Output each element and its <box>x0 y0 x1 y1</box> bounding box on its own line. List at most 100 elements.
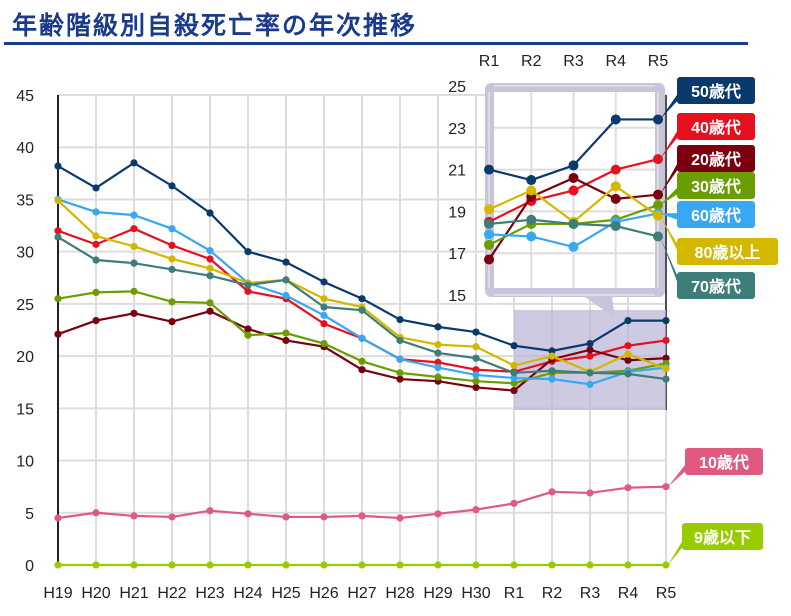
y-tick-label: 35 <box>16 192 34 209</box>
data-point <box>510 386 518 395</box>
data-point <box>653 189 663 200</box>
data-point <box>434 358 442 366</box>
data-point <box>320 295 328 303</box>
data-point <box>206 247 214 255</box>
data-point <box>206 507 214 515</box>
data-point <box>510 561 518 569</box>
data-point <box>206 561 214 569</box>
inset-x-tick-label: R2 <box>521 53 542 70</box>
data-point <box>168 241 176 249</box>
data-point <box>168 255 176 263</box>
data-point <box>484 204 494 215</box>
data-point <box>510 374 518 382</box>
data-point <box>396 561 404 569</box>
x-tick-label: H20 <box>81 585 110 602</box>
inset-y-tick-label: 23 <box>448 121 466 138</box>
data-point <box>282 513 290 521</box>
data-point <box>548 561 556 569</box>
inset-x-tick-label: R5 <box>648 53 669 70</box>
label-box <box>677 113 755 140</box>
data-point <box>244 561 252 569</box>
y-tick-label: 10 <box>16 454 34 471</box>
data-point <box>624 350 632 358</box>
y-tick-label: 25 <box>16 297 34 314</box>
data-point <box>568 172 579 183</box>
data-point <box>548 352 556 360</box>
data-point <box>244 510 252 518</box>
data-point <box>662 375 670 383</box>
data-point <box>244 325 252 333</box>
x-tick-label: H27 <box>347 585 376 602</box>
data-point <box>610 181 621 192</box>
data-point <box>610 114 621 125</box>
data-point <box>168 298 176 306</box>
data-point <box>320 320 328 328</box>
data-point <box>92 240 100 248</box>
inset-y-tick-label: 17 <box>448 246 466 263</box>
inset-x-tick-label: R4 <box>606 53 627 70</box>
data-point <box>653 154 663 165</box>
series-name: 80歳以上 <box>695 243 761 262</box>
data-point <box>653 210 663 221</box>
data-point <box>320 339 328 348</box>
data-point <box>206 272 214 280</box>
data-point <box>396 514 404 522</box>
data-point <box>472 506 480 514</box>
data-point <box>92 232 100 240</box>
data-point <box>610 193 621 204</box>
series-name: 50歳代 <box>691 82 741 101</box>
data-point <box>662 365 670 373</box>
label-box <box>677 272 755 299</box>
data-point <box>54 162 62 170</box>
data-point <box>282 329 290 337</box>
data-point <box>586 339 594 348</box>
series-label: 60歳代 <box>660 201 755 228</box>
x-tick-label: R3 <box>580 585 601 602</box>
data-point <box>54 196 62 205</box>
data-point <box>282 258 290 266</box>
data-point <box>624 370 632 378</box>
data-point <box>510 379 518 387</box>
x-tick-label: H30 <box>461 585 490 602</box>
data-point <box>320 303 328 311</box>
x-tick-label: R5 <box>656 585 677 602</box>
data-point <box>586 380 594 388</box>
series-name: 9歳以下 <box>694 528 751 547</box>
data-point <box>320 561 328 569</box>
label-box <box>677 201 755 228</box>
x-tick-label: H29 <box>423 585 452 602</box>
data-point <box>358 295 366 303</box>
y-tick-label: 5 <box>25 506 34 523</box>
data-point <box>358 334 366 342</box>
y-tick-label: 45 <box>16 88 34 105</box>
data-point <box>396 315 404 324</box>
data-point <box>526 175 537 186</box>
data-point <box>434 510 442 518</box>
y-tick-label: 0 <box>25 558 34 575</box>
data-point <box>282 336 290 345</box>
y-tick-label: 30 <box>16 245 34 262</box>
data-point <box>526 231 537 242</box>
data-point <box>472 328 480 336</box>
data-point <box>568 241 579 252</box>
data-point <box>92 184 100 192</box>
data-point <box>358 357 366 365</box>
series-name: 10歳代 <box>699 453 749 472</box>
data-point <box>130 211 138 219</box>
data-point <box>54 227 62 235</box>
page-title: 年齢階級別自殺死亡率の年次推移 <box>12 11 418 40</box>
label-pointer <box>668 460 689 487</box>
series-label: 9歳以下 <box>668 523 763 565</box>
data-point <box>92 561 100 569</box>
data-point <box>472 377 480 385</box>
label-box <box>677 172 755 199</box>
label-pointer <box>660 215 681 258</box>
data-point <box>434 561 442 569</box>
data-point <box>92 208 100 216</box>
label-box <box>682 523 763 550</box>
data-point <box>282 276 290 284</box>
data-point <box>396 369 404 377</box>
data-point <box>396 336 404 345</box>
label-box <box>677 77 755 104</box>
data-point <box>130 159 138 167</box>
